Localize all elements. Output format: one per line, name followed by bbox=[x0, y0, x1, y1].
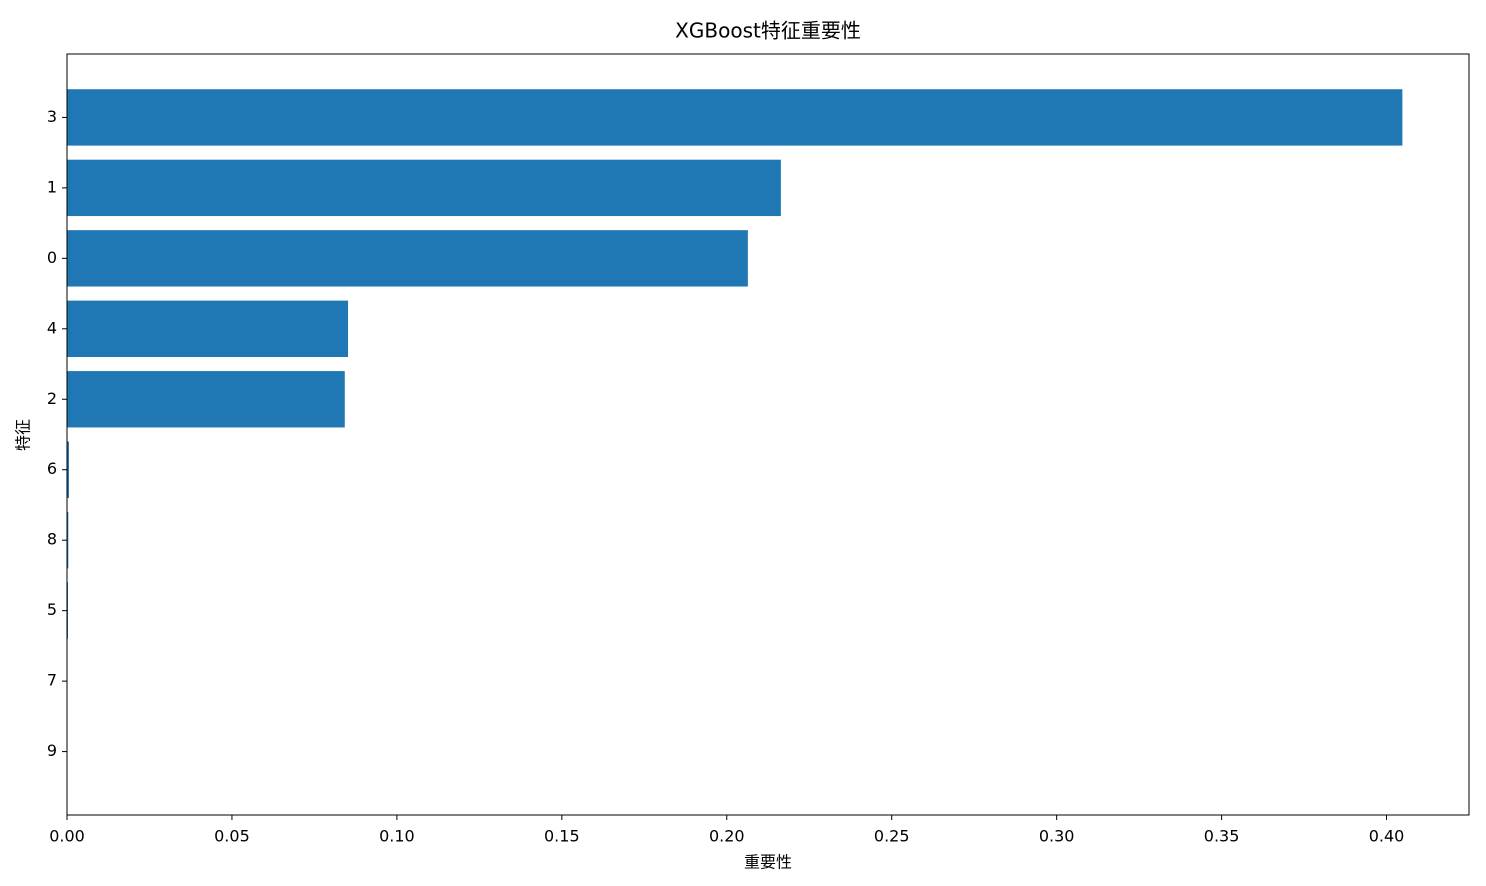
x-tick-label: 0.10 bbox=[379, 827, 415, 846]
x-tick-label: 0.35 bbox=[1204, 827, 1240, 846]
y-tick-label: 4 bbox=[47, 318, 57, 337]
x-tick-label: 0.00 bbox=[49, 827, 85, 846]
bar bbox=[67, 300, 349, 357]
x-tick-label: 0.30 bbox=[1039, 827, 1075, 846]
y-tick-label: 8 bbox=[47, 530, 57, 549]
y-tick-label: 3 bbox=[47, 107, 57, 126]
chart-title: XGBoost特征重要性 bbox=[675, 19, 861, 43]
x-axis-label: 重要性 bbox=[744, 853, 792, 872]
y-tick-label: 5 bbox=[47, 600, 57, 619]
plot-frame bbox=[66, 53, 1470, 816]
y-tick-label: 0 bbox=[47, 248, 57, 267]
x-tick-label: 0.05 bbox=[214, 827, 250, 846]
y-axis-label: 特征 bbox=[14, 419, 33, 451]
bar bbox=[67, 230, 748, 287]
y-tick-label: 7 bbox=[47, 671, 57, 690]
bar bbox=[67, 371, 345, 428]
bar bbox=[67, 89, 1403, 146]
bar bbox=[67, 441, 69, 498]
x-tick-label: 0.25 bbox=[874, 827, 910, 846]
bar bbox=[67, 512, 69, 569]
y-tick-label: 6 bbox=[47, 459, 57, 478]
y-tick-label: 9 bbox=[47, 741, 57, 760]
x-tick-label: 0.20 bbox=[709, 827, 745, 846]
x-tick-label: 0.40 bbox=[1369, 827, 1405, 846]
bar bbox=[67, 159, 781, 217]
y-tick-label: 1 bbox=[47, 177, 57, 196]
x-tick-label: 0.15 bbox=[544, 827, 580, 846]
y-tick-label: 2 bbox=[47, 389, 57, 408]
